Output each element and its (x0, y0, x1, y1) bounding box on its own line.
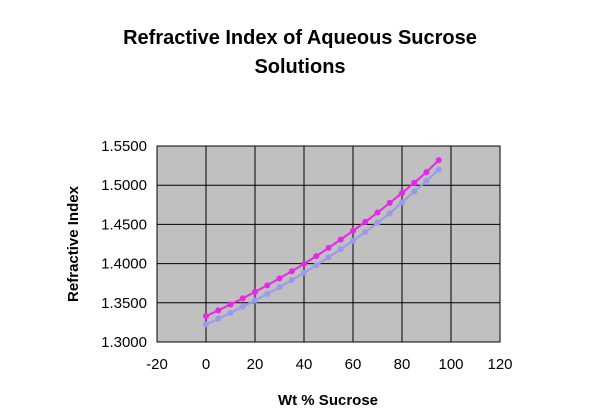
x-tick-label: -20 (146, 356, 168, 373)
series-2-point (301, 269, 307, 276)
chart-title-line-1: Refractive Index of Aqueous Sucrose (123, 27, 477, 49)
series-2-point (350, 237, 356, 244)
series-2-point (386, 210, 393, 217)
series-1-point (337, 236, 344, 243)
series-1-point (423, 169, 430, 176)
series-1-point (203, 313, 209, 320)
series-2-point (239, 303, 246, 310)
series-1-point (288, 268, 295, 275)
series-1-point (386, 199, 393, 206)
series-1-point (325, 244, 332, 251)
series-1-point (215, 307, 222, 314)
y-axis-label: Refractive Index (65, 185, 82, 302)
series-2-point (337, 246, 344, 253)
series-2-point (252, 297, 258, 304)
series-1-point (399, 189, 405, 196)
series-2-point (313, 262, 320, 269)
x-tick-label: 120 (487, 356, 512, 373)
x-tick-label: 0 (202, 356, 210, 373)
series-1-point (227, 301, 234, 308)
series-2 (203, 166, 442, 328)
y-tick-label: 1.4000 (101, 256, 147, 273)
y-tick-label: 1.4500 (101, 216, 147, 233)
series-1-point (362, 218, 369, 225)
series-2-point (374, 219, 381, 226)
x-tick-label: 60 (345, 356, 362, 373)
series-1-point (239, 295, 246, 302)
plot-area (157, 146, 500, 342)
series-1-point (301, 260, 307, 267)
x-axis-label: Wt % Sucrose (278, 392, 378, 409)
series-layer (203, 157, 442, 328)
series-2-point (227, 309, 234, 316)
series-1 (203, 157, 442, 320)
y-tick-label: 1.5500 (101, 138, 147, 155)
series-1-point (264, 282, 271, 289)
series-2-point (276, 284, 283, 291)
series-1-point (276, 275, 283, 282)
series-2-point (399, 199, 405, 206)
y-tick-label: 1.5000 (101, 177, 147, 194)
series-2-point (411, 188, 418, 195)
tick-labels: -20 0 20 40 60 80 100 120 1.3000 1.3500 1.4000 1.45… (101, 138, 512, 373)
series-2-point (435, 166, 442, 173)
series-2-point (264, 290, 271, 297)
series-2-point (362, 229, 369, 236)
series-1-point (252, 288, 258, 295)
series-1-point (435, 157, 442, 164)
series-2-point (325, 254, 332, 261)
series-1-point (313, 253, 320, 260)
x-tick-label: 100 (438, 356, 463, 373)
x-tick-label: 20 (247, 356, 264, 373)
y-tick-label: 1.3000 (101, 334, 147, 351)
series-1-point (374, 209, 381, 216)
y-tick-label: 1.3500 (101, 295, 147, 312)
series-1-point (350, 227, 356, 234)
x-tick-label: 80 (394, 356, 411, 373)
plot-border (156, 145, 501, 343)
series-2-point (215, 315, 222, 322)
series-2-point (288, 277, 295, 284)
x-tick-label: 40 (296, 356, 313, 373)
chart-title-line-2: Solutions (254, 56, 345, 78)
series-2-point (203, 321, 209, 328)
series-2-point (423, 177, 430, 184)
series-1-point (411, 179, 418, 186)
